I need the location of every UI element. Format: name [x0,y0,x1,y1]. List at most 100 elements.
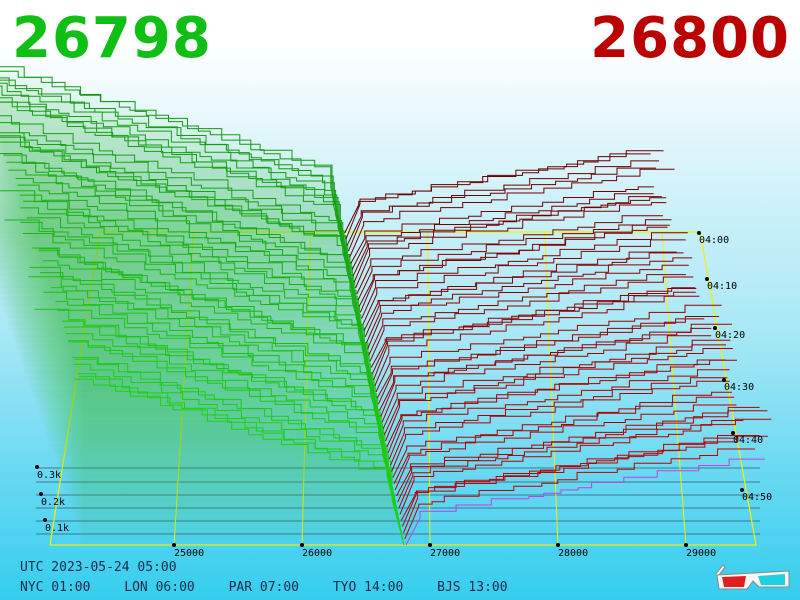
ask-depth-line [345,150,664,240]
ask-depth-line [401,435,760,527]
ask-depth-line [349,168,675,258]
price-tick-label: 27000 [430,548,460,559]
city-times: NYC 01:00 LON 06:00 PAR 07:00 TYO 14:00 … [20,580,534,595]
bid-depth-line [63,326,394,491]
ask-depth-line [405,458,765,546]
price-tick-label: 29000 [686,548,716,559]
volume-tick-dot [39,492,43,496]
bid-depth-line [66,333,395,497]
bid-depth-line [29,266,383,435]
volume-tick-dot [43,518,47,522]
ask-depth-line [367,264,689,350]
bid-depth-line [0,77,346,246]
bid-depth-line [38,250,380,417]
time-tick-dot [713,326,717,330]
volume-tick-label: 0.2k [41,497,65,508]
bid-depth-line [0,141,361,319]
city-time-bjs: BJS 13:00 [437,580,508,595]
ask-depth-line [356,215,663,295]
price-tick-label: 25000 [174,548,204,559]
ask-depth-line [377,318,705,405]
bid-depth-line [22,233,377,405]
bid-depth-line [38,248,381,423]
ask-depth-line [381,335,712,423]
bid-depth-line [19,194,369,362]
ask-depth-line [399,418,772,515]
price-tick-label: 28000 [558,548,588,559]
ask-depth-series [344,150,772,546]
bid-depth-line [0,101,351,270]
ask-depth-line [397,410,768,503]
city-time-nyc: NYC 01:00 [20,580,91,595]
bid-depth-line [8,169,365,344]
price-gridline [427,231,431,546]
3d-glasses-icon[interactable] [713,561,793,595]
bid-depth-line [0,101,353,282]
price-tick-dot [300,543,304,547]
bid-depth-line [57,309,391,472]
ask-depth-line [380,327,712,417]
ask-depth-line [370,287,696,368]
volume-tick-dot [35,465,39,469]
time-tick-label: 04:40 [733,435,763,446]
city-time-tyo: TYO 14:00 [332,580,404,595]
bid-depth-line [6,161,364,338]
ask-depth-line [392,391,732,478]
ask-depth-line [375,304,722,393]
price-tick-dot [428,543,432,547]
ask-depth-line [350,186,654,264]
bid-depth-line [0,79,347,252]
bid-depth-line [42,260,382,429]
price-tick-dot [684,543,688,547]
volume-tick-label: 0.1k [45,523,69,534]
bid-depth-line [4,219,375,393]
bid-depth-line [0,153,362,325]
ask-depth-line [400,435,751,521]
city-time-par: PAR 07:00 [228,580,300,595]
ask-depth-line [391,380,730,472]
ask-depth-line [351,193,654,270]
bid-depth-line [3,154,363,331]
ask-depth-line [347,167,656,252]
bid-price: 26798 [12,6,212,71]
time-tick-dot [731,431,735,435]
city-time-lon: LON 06:00 [124,580,195,595]
bid-depth-line [0,82,349,258]
ask-depth-line [363,251,677,332]
ask-depth-line [359,224,670,313]
ask-depth-line [364,252,684,338]
price-tick-dot [556,543,560,547]
ask-depth-line [362,239,686,325]
ask-depth-line [361,232,688,319]
ask-depth-line [352,196,662,276]
ask-depth-line [371,288,697,374]
volume-tick-label: 0.3k [37,470,61,481]
ask-price: 26800 [590,6,790,71]
ask-depth-line [395,406,760,497]
bid-depth-series [0,66,405,546]
ask-depth-line [388,369,730,460]
price-gridline [301,231,312,546]
ask-depth-line [386,359,726,448]
price-tick-dot [172,543,176,547]
bid-depth-line [0,135,359,313]
bid-depth-line [68,341,398,509]
ask-depth-line [373,291,696,380]
bid-depth-line [0,70,345,240]
time-tick-label: 04:10 [707,281,737,292]
bid-depth-line [73,363,401,527]
utc-time: UTC 2023-05-24 05:00 [20,560,177,575]
ask-depth-line [346,160,660,246]
bid-depth-line [40,272,385,442]
bid-depth-line [72,356,399,515]
ask-depth-line [394,404,737,491]
ask-depth-line [369,276,694,362]
ask-depth-line [353,197,667,282]
axis-labels: 25000 26000 27000 28000 29000 0.1k 0.2k 0.3k 04:… [35,231,772,559]
bid-depth-line [61,320,393,484]
ask-depth-line [404,448,755,540]
ask-depth-line [385,348,733,442]
ask-depth-line [355,202,667,289]
time-tick-label: 04:30 [724,382,754,393]
ask-depth-line [398,420,744,509]
